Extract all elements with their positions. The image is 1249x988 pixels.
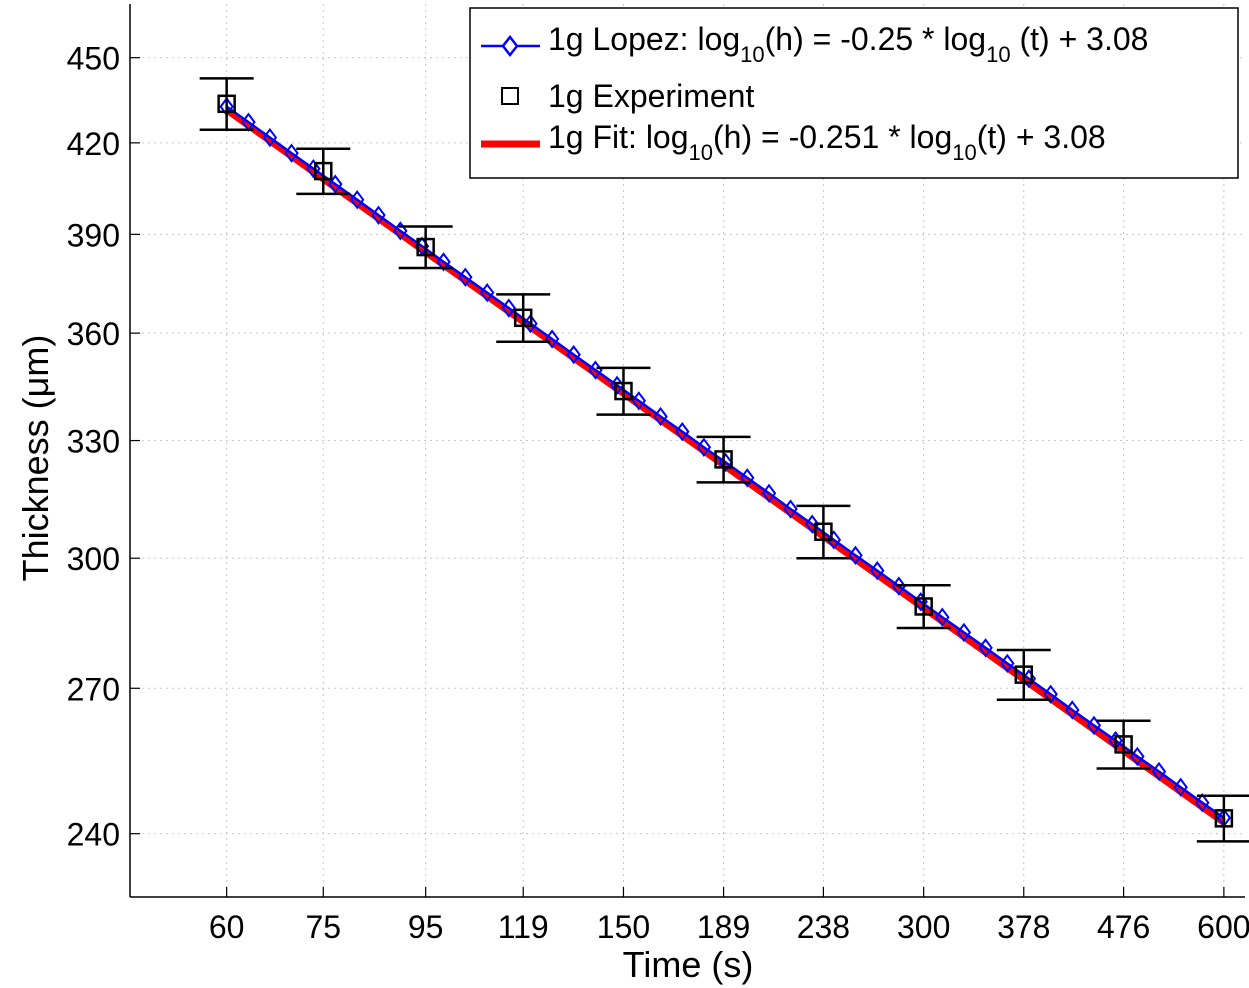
x-tick-label: 119 [498,909,549,945]
x-axis-label: Time (s) [623,944,754,985]
y-tick-label: 240 [67,817,120,853]
x-tick-label: 378 [997,909,1050,945]
y-tick-label: 390 [67,217,120,253]
x-tick-label: 189 [697,909,750,945]
x-tick-label: 150 [597,909,650,945]
y-tick-label: 270 [67,671,120,707]
x-tick-label: 60 [209,909,245,945]
legend-entry: 1g Experiment [548,78,754,114]
y-axis-label: Thickness (μm) [15,335,56,582]
legend: 1g Lopez: log10(h) = -0.25 * log10 (t) +… [470,8,1238,178]
x-tick-label: 600 [1197,909,1249,945]
x-tick-label: 95 [408,909,444,945]
x-tick-label: 300 [897,909,950,945]
y-tick-label: 420 [67,126,120,162]
lopez-series-line [227,107,1224,818]
x-tick-label: 238 [797,909,850,945]
plot-series [200,78,1249,841]
x-tick-label: 476 [1097,909,1150,945]
x-tick-labels: 60 75 95 119 150 189 238 300 378 476 600 [209,909,1249,945]
y-tick-labels: 240 270 300 330 360 390 420 450 [67,41,120,853]
x-tick-label: 75 [305,909,341,945]
y-tick-label: 300 [67,541,120,577]
y-tick-label: 330 [67,424,120,460]
y-tick-label: 360 [67,316,120,352]
y-tick-label: 450 [67,41,120,77]
